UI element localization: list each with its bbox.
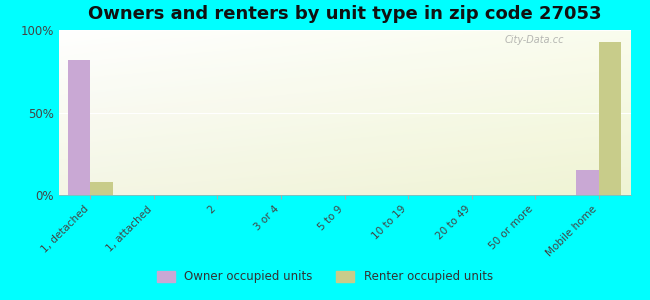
Bar [68,60,90,195]
Legend: Owner occupied units, Renter occupied units: Owner occupied units, Renter occupied un… [153,266,497,288]
Bar [577,170,599,195]
Text: City-Data.cc: City-Data.cc [504,35,564,45]
Bar [90,182,112,195]
Title: Owners and renters by unit type in zip code 27053: Owners and renters by unit type in zip c… [88,5,601,23]
Bar [599,41,621,195]
